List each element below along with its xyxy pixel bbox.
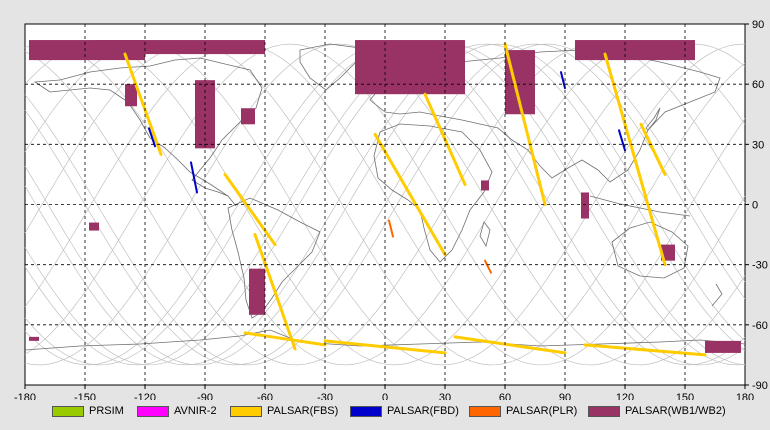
legend-label-palsar-fbs: PALSAR(FBS) (267, 405, 339, 417)
tick-label-lon: -60 (257, 392, 273, 400)
swath-palsar-fbs (603, 52, 667, 267)
tick-label-lon: -120 (134, 392, 156, 400)
tick-label-lon: 120 (616, 392, 634, 400)
africa-coast (373, 123, 493, 263)
greenland-coast (299, 43, 361, 91)
tick-label-lon: -180 (14, 392, 36, 400)
japan-coast (645, 107, 661, 131)
swath-palsar-fbs (639, 122, 667, 176)
swath-palsar-wb (29, 336, 39, 341)
tick-label-lon: 180 (736, 392, 754, 400)
legend-label-avnir2: AVNIR-2 (174, 405, 217, 417)
legend-label-palsar-fbd: PALSAR(FBD) (387, 405, 459, 417)
swath-palsar-fbs (583, 343, 707, 357)
swath-palsar-wb (89, 222, 99, 231)
swath-palsar-fbs (373, 132, 447, 257)
orbit-track (24, 43, 746, 366)
tick-label-lon: 60 (499, 392, 511, 400)
legend-swatch-palsar-fbs (230, 405, 262, 417)
legend-item-prsim: PRSIM (52, 404, 124, 418)
legend-item-avnir2: AVNIR-2 (137, 404, 217, 418)
swath-palsar-wb (125, 84, 137, 107)
indonesia-coast (589, 195, 691, 217)
legend-swatch-avnir2 (137, 405, 169, 417)
tick-label-lon: 30 (439, 392, 451, 400)
antarctica-coast (24, 329, 746, 351)
swath-palsar-fbs (503, 42, 547, 206)
swath-palsar-wb (575, 40, 695, 61)
tick-label-lon: 150 (676, 392, 694, 400)
swath-palsar-plr (388, 219, 394, 238)
legend-label-palsar-plr: PALSAR(PLR) (506, 405, 578, 417)
swath-palsar-wb (95, 40, 265, 55)
tick-label-lon: 90 (559, 392, 571, 400)
swath-palsar-wb (661, 244, 675, 261)
swath-palsar-fbd (190, 161, 198, 194)
swath-palsar-fbs (123, 52, 163, 156)
tick-label-lat: -90 (752, 380, 768, 392)
legend-label-prsim: PRSIM (89, 405, 124, 417)
legend-swatch-prsim (52, 405, 84, 417)
tick-label-lon: 0 (382, 392, 388, 400)
legend-swatch-palsar-wb (588, 405, 620, 417)
swath-palsar-fbs (253, 233, 297, 351)
swath-palsar-fbs (243, 331, 327, 347)
swath-palsar-wb (481, 180, 489, 191)
tick-label-lon: -90 (197, 392, 213, 400)
observation-swaths (29, 40, 741, 357)
tick-label-lon: -150 (74, 392, 96, 400)
swath-palsar-wb (581, 192, 589, 219)
legend-item-palsar-plr: PALSAR(PLR) (469, 404, 577, 418)
madagascar-coast (479, 221, 491, 248)
swath-palsar-wb (241, 108, 255, 125)
swath-palsar-fbd (618, 129, 626, 152)
new-zealand-coast (711, 283, 723, 307)
grid-lines (25, 24, 745, 385)
swath-palsar-fbs (453, 335, 567, 355)
legend: PRSIM AVNIR-2 PALSAR(FBS) PALSAR(FBD) PA… (0, 398, 770, 422)
tick-label-lon: -30 (317, 392, 333, 400)
australia-coast (611, 221, 689, 279)
swath-palsar-fbs (323, 339, 447, 355)
swath-palsar-fbd (560, 71, 566, 90)
legend-swatch-palsar-fbd (350, 405, 382, 417)
tick-label-lat: 0 (752, 200, 758, 212)
tick-label-lat: 60 (752, 79, 764, 91)
legend-label-palsar-wb: PALSAR(WB1/WB2) (625, 405, 726, 417)
legend-item-palsar-fbd: PALSAR(FBD) (350, 404, 459, 418)
tick-label-lat: 30 (752, 139, 764, 151)
world-map: -180 -150 -120 -90 -60 -30 0 30 60 90 120 150 180 90 6… (14, 19, 768, 400)
orbit-track (24, 43, 746, 366)
legend-swatch-palsar-plr (469, 405, 501, 417)
legend-item-palsar-wb: PALSAR(WB1/WB2) (588, 404, 726, 418)
tick-label-lat: -60 (752, 320, 768, 332)
legend-item-palsar-fbs: PALSAR(FBS) (230, 404, 338, 418)
swath-palsar-wb (249, 268, 265, 315)
tick-label-lat: 90 (752, 19, 764, 31)
swath-palsar-plr (484, 259, 492, 274)
swath-palsar-fbd (148, 127, 156, 148)
tick-label-lat: -30 (752, 260, 768, 272)
swath-palsar-wb (705, 340, 741, 353)
axis-ticks: -180 -150 -120 -90 -60 -30 0 30 60 90 120 150 180 90 6… (14, 19, 768, 400)
swath-palsar-wb (355, 40, 465, 95)
swath-palsar-fbs (223, 172, 277, 247)
